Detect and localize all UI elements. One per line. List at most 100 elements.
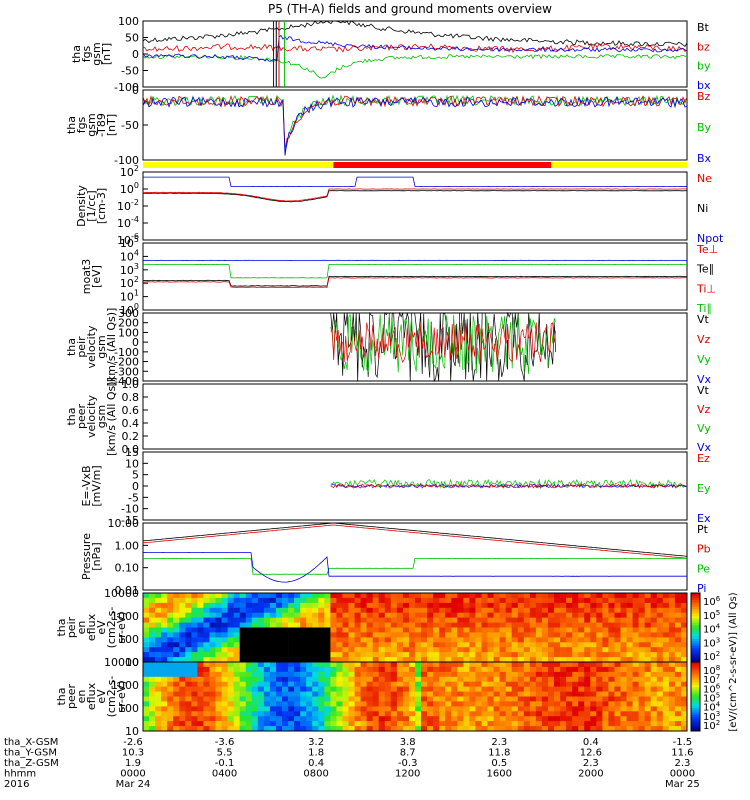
heatmap-cell (427, 686, 434, 692)
heatmap-cell (197, 632, 204, 638)
heatmap-cell (409, 617, 416, 623)
heatmap-cell (300, 642, 307, 648)
colorbar-segment (691, 641, 700, 645)
heatmap-cell (149, 676, 156, 683)
heatmap-cell (608, 642, 615, 648)
heatmap-cell (656, 726, 664, 732)
heatmap-cell (239, 602, 247, 609)
heatmap-cell (288, 676, 295, 683)
heatmap-cell (560, 632, 567, 638)
heatmap-cell (554, 716, 561, 722)
heatmap-cell (306, 622, 313, 628)
series-line (142, 277, 687, 288)
heatmap-cell (390, 691, 398, 697)
colorbar-segment (691, 618, 700, 622)
heatmap-cell (257, 711, 265, 717)
heatmap-cell (415, 637, 422, 643)
heatmap-cell (149, 696, 156, 702)
heatmap-cell (324, 652, 331, 658)
heatmap-cell (294, 607, 301, 614)
heatmap-cell (251, 726, 259, 732)
heatmap-cell (421, 681, 428, 687)
heatmap-cell (366, 662, 373, 668)
heatmap-cell (276, 607, 283, 614)
heatmap-cell (554, 627, 561, 633)
heatmap-cell (366, 711, 373, 717)
heatmap-cell (548, 716, 555, 722)
heatmap-cell (505, 671, 513, 678)
heatmap-cell (149, 666, 156, 673)
heatmap-cell (457, 627, 464, 633)
heatmap-cell (197, 686, 204, 692)
heatmap-cell (469, 701, 476, 707)
heatmap-cell (578, 726, 585, 732)
heatmap-cell (396, 652, 404, 658)
heatmap-cell (282, 666, 289, 673)
heatmap-cell (481, 637, 488, 643)
heatmap-cell (215, 726, 222, 732)
heatmap-cell (608, 647, 615, 653)
heatmap-cell (318, 662, 325, 668)
heatmap-cell (197, 721, 204, 727)
heatmap-cell (276, 706, 283, 712)
heatmap-cell (354, 622, 361, 628)
heatmap-cell (554, 622, 561, 628)
heatmap-cell (620, 696, 627, 702)
y-tick-label: 10 (125, 656, 139, 669)
heatmap-cell (475, 602, 482, 609)
heatmap-cell (354, 711, 361, 717)
heatmap-cell (324, 726, 331, 732)
heatmap-cell (681, 726, 688, 732)
heatmap-cell (505, 676, 513, 683)
heatmap-cell (282, 622, 289, 628)
heatmap-cell (427, 691, 434, 697)
heatmap-cell (312, 726, 319, 732)
heatmap-cell (348, 597, 355, 604)
heatmap-cell (366, 607, 373, 614)
heatmap-cell (638, 681, 645, 687)
heatmap-cell (378, 666, 386, 673)
heatmap-cell (463, 711, 470, 717)
heatmap-cell (439, 706, 446, 712)
heatmap-cell (590, 691, 597, 697)
heatmap-cell (348, 617, 355, 623)
heatmap-cell (390, 657, 398, 663)
heatmap-cell (384, 696, 392, 702)
heatmap-cell (644, 607, 652, 614)
heatmap-cell (481, 716, 488, 722)
heatmap-cell (203, 666, 210, 673)
heatmap-cell (578, 637, 585, 643)
heatmap-cell (245, 686, 253, 692)
heatmap-cell (143, 632, 150, 638)
heatmap-cell (427, 647, 434, 653)
heatmap-cell (481, 706, 488, 712)
heatmap-cell (215, 612, 222, 618)
heatmap-cell (173, 627, 180, 633)
heatmap-cell (251, 607, 259, 614)
heatmap-cell (257, 593, 265, 599)
heatmap-cell (227, 617, 234, 623)
y-tick-exponent: 5 (134, 235, 139, 244)
heatmap-cell (239, 666, 247, 673)
heatmap-cell (644, 726, 652, 732)
heatmap-cell (505, 716, 513, 722)
heatmap-cell (215, 593, 222, 599)
y-tick-exponent: 0 (134, 181, 139, 190)
heatmap-cell (445, 602, 452, 609)
heatmap-cell (620, 627, 627, 633)
x-tick-label: 10.3 (122, 748, 144, 759)
heatmap-cell (143, 627, 150, 633)
heatmap-cell (445, 612, 452, 618)
y-tick-label: 0 (132, 84, 139, 97)
heatmap-cell (427, 711, 434, 717)
heatmap-cell (396, 593, 404, 599)
heatmap-cell (263, 662, 271, 668)
x-tick-label: -1.5 (673, 737, 693, 748)
heatmap-cell (149, 647, 156, 653)
heatmap-cell (421, 617, 428, 623)
heatmap-cell (415, 676, 422, 683)
heatmap-cell (282, 593, 289, 599)
heatmap-cell (161, 627, 168, 633)
heatmap-cell (161, 632, 168, 638)
heatmap-cell (269, 602, 277, 609)
